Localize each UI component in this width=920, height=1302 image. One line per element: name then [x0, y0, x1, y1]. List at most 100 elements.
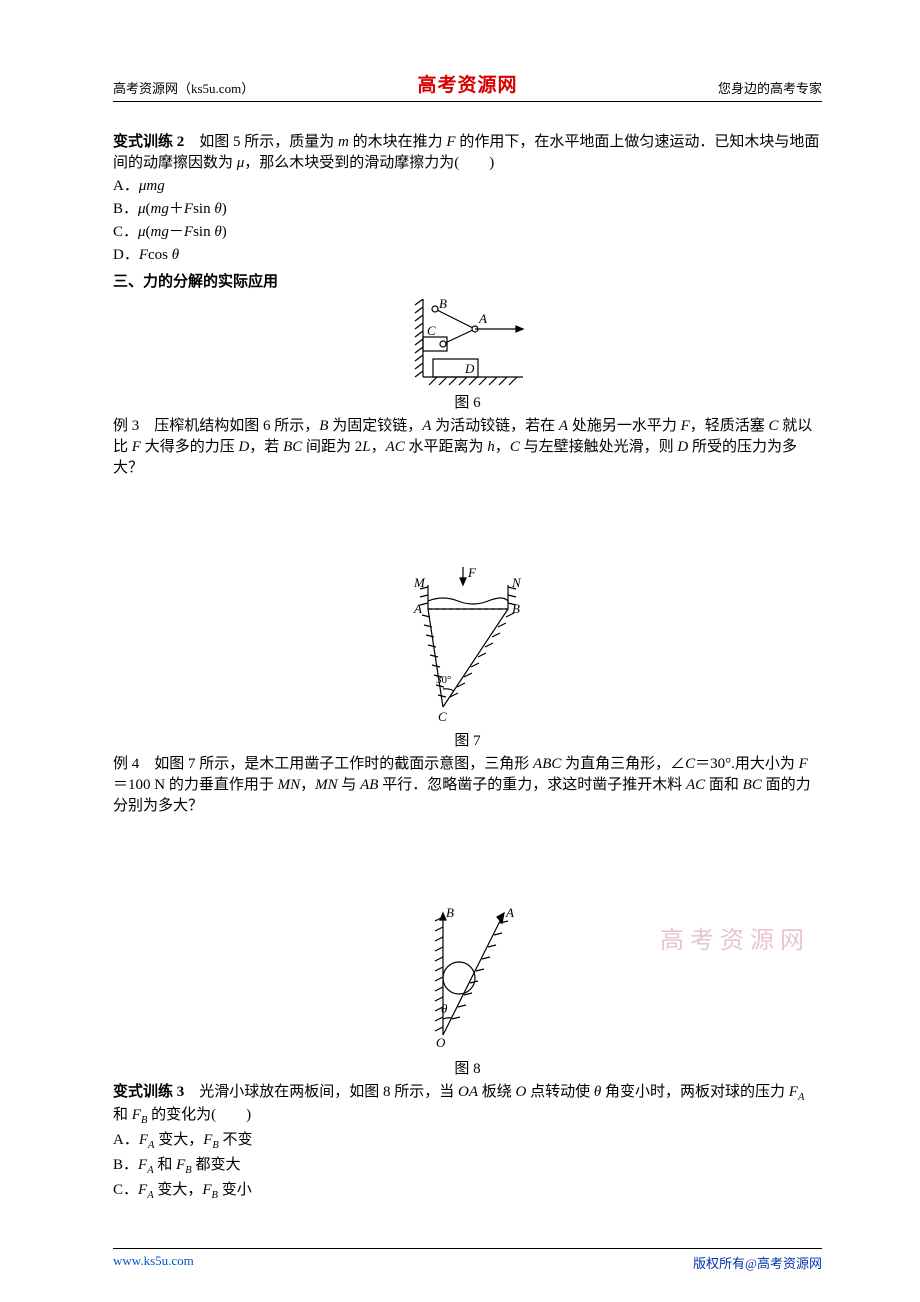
- ex3-lead: 例 3: [113, 418, 139, 434]
- fig7-N: N: [511, 575, 522, 590]
- question-3: 变式训练 3 光滑小球放在两板间，如图 8 所示，当 OA 板绕 O 点转动使 …: [113, 1080, 822, 1126]
- fig8-theta: θ: [441, 1001, 448, 1016]
- question-3-options: A．FA 变大，FB 不变 B．FA 和 FB 都变大 C．FA 变大，FB 变…: [113, 1128, 822, 1201]
- figure-7: M F N A B C 30° 图 7: [113, 567, 822, 750]
- v: F: [139, 1132, 148, 1148]
- question-2-lead: 变式训练 2: [113, 134, 184, 150]
- v: L: [362, 439, 370, 455]
- fig6-B: B: [439, 299, 447, 311]
- v: －: [169, 224, 184, 240]
- t: 变小: [218, 1182, 252, 1198]
- t: 点转动使: [526, 1084, 594, 1100]
- q2-optB-pre: B．: [113, 201, 138, 217]
- v: A: [422, 418, 431, 434]
- v: F: [138, 1157, 147, 1173]
- v: BC: [283, 439, 302, 455]
- fig7-A: A: [413, 601, 422, 616]
- v: F: [681, 418, 690, 434]
- fig6-A: A: [478, 311, 487, 326]
- q2-optC: C．μ(mg－Fsin θ): [113, 220, 822, 241]
- figure-6: B A C D 图 6: [113, 299, 822, 412]
- v: cos: [148, 247, 172, 263]
- q3-optC: C．FA 变大，FB 变小: [113, 1178, 822, 1201]
- v: θ: [214, 201, 221, 217]
- t: 的变化为( ): [147, 1107, 251, 1123]
- v: F: [176, 1157, 185, 1173]
- question-2: 变式训练 2 如图 5 所示，质量为 m 的木块在推力 F 的作用下，在水平地面…: [113, 130, 822, 172]
- v: ABC: [533, 756, 561, 772]
- t: 为固定铰链，: [328, 418, 422, 434]
- footer-copyright: 版权所有@高考资源网: [693, 1253, 822, 1272]
- fig8-O: O: [436, 1035, 446, 1050]
- p: B．: [113, 1157, 138, 1173]
- figure-6-caption: 图 6: [113, 391, 822, 412]
- fig7-B: B: [512, 601, 520, 616]
- header-title: 高考资源网: [349, 70, 585, 97]
- figure-8: B A O θ 图 8: [113, 905, 822, 1078]
- q2-optA-var: μmg: [139, 178, 165, 194]
- t: ，: [495, 439, 510, 455]
- fig6-C: C: [427, 323, 436, 338]
- q2-optD-pre: D．: [113, 247, 139, 263]
- v: F: [184, 201, 193, 217]
- v: F: [789, 1084, 798, 1100]
- p: C．: [113, 1182, 138, 1198]
- v: AC: [686, 777, 705, 793]
- figure-8-caption: 图 8: [113, 1057, 822, 1078]
- v: F: [132, 1107, 141, 1123]
- t: 和: [113, 1107, 132, 1123]
- t: 和: [154, 1157, 177, 1173]
- fig7-C: C: [438, 709, 447, 724]
- p: A．: [113, 1132, 139, 1148]
- t: ，: [371, 439, 386, 455]
- header-right: 您身边的高考专家: [586, 78, 822, 97]
- t: 板绕: [478, 1084, 516, 1100]
- fig7-F: F: [467, 567, 477, 580]
- t: 与左壁接触处光滑，则: [520, 439, 678, 455]
- v: F: [184, 224, 193, 240]
- v: ＋: [169, 201, 184, 217]
- v: MN: [315, 777, 338, 793]
- t: 处施另一水平力: [568, 418, 681, 434]
- t: 压榨机结构如图 6 所示，: [139, 418, 319, 434]
- v: F: [203, 1132, 212, 1148]
- t: 变大，: [154, 1132, 203, 1148]
- v: OA: [458, 1084, 478, 1100]
- v: MN: [278, 777, 301, 793]
- q2-optC-pre: C．: [113, 224, 138, 240]
- t: 如图 7 所示，是木工用凿子工作时的截面示意图，三角形: [139, 756, 533, 772]
- v: mg: [151, 224, 169, 240]
- t: 面和: [705, 777, 743, 793]
- q2-optB: B．μ(mg＋Fsin θ): [113, 197, 822, 218]
- q2-m: m: [338, 134, 349, 150]
- v: sin: [193, 224, 214, 240]
- question-2-options: A．μmg B．μ(mg＋Fsin θ) C．μ(mg－Fsin θ) D．Fc…: [113, 174, 822, 264]
- fig8-A: A: [505, 905, 514, 920]
- t: 不变: [219, 1132, 253, 1148]
- t: ，轻质活塞: [690, 418, 769, 434]
- v: θ: [172, 247, 179, 263]
- v: F: [139, 247, 148, 263]
- v: C: [510, 439, 520, 455]
- v: F: [202, 1182, 211, 1198]
- question-3-lead: 变式训练 3: [113, 1084, 184, 1100]
- fig7-angle: 30°: [436, 674, 451, 686]
- t: 变大，: [154, 1182, 203, 1198]
- section-3-head: 三、力的分解的实际应用: [113, 270, 822, 291]
- v: F: [799, 756, 808, 772]
- t: 角变小时，两板对球的压力: [601, 1084, 789, 1100]
- v: ): [222, 224, 227, 240]
- t: 都变大: [192, 1157, 241, 1173]
- t: 与: [338, 777, 361, 793]
- q3-optA: A．FA 变大，FB 不变: [113, 1128, 822, 1151]
- v: BC: [743, 777, 762, 793]
- ex4-lead: 例 4: [113, 756, 139, 772]
- q2-optA-pre: A．: [113, 178, 139, 194]
- v: A: [559, 418, 568, 434]
- t: ＝30°.用大小为: [695, 756, 799, 772]
- v: O: [516, 1084, 527, 1100]
- q2-t4: ，那么木块受到的滑动摩擦力为( ): [244, 155, 494, 171]
- t: 为活动铰链，若在: [431, 418, 559, 434]
- v: μ: [138, 201, 146, 217]
- q2-optA: A．μmg: [113, 174, 822, 195]
